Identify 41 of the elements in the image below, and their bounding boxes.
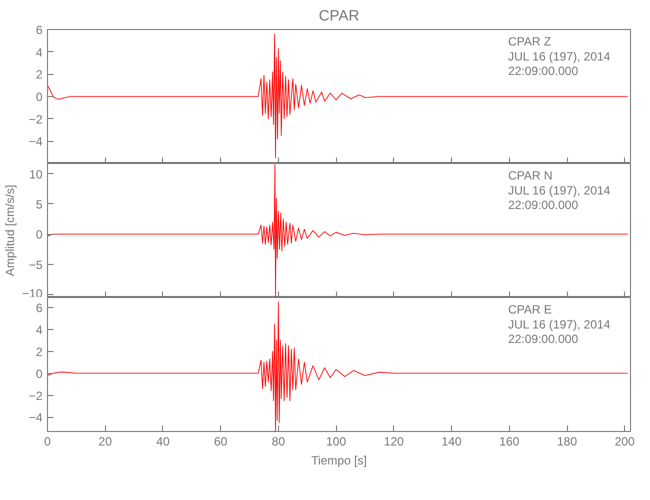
x-tick-label: 60: [214, 434, 228, 448]
y-tick-label: 6: [36, 300, 43, 315]
annotation: CPAR Z: [508, 34, 552, 49]
annotation: 22:09:00.000: [508, 198, 578, 212]
x-tick-label: 180: [556, 434, 578, 448]
x-tick-label: 200: [614, 434, 636, 448]
y-tick-label: 6: [36, 23, 43, 37]
y-tick-label: −2: [28, 112, 43, 126]
y-tick-label: 10: [29, 167, 43, 182]
y-tick-label: −4: [28, 134, 43, 149]
x-tick-label: 80: [272, 434, 286, 448]
annotation: JUL 16 (197), 2014: [508, 183, 611, 198]
x-tick-label: 160: [499, 434, 520, 448]
line-series: [48, 34, 628, 158]
x-tick-label: 0: [44, 434, 52, 448]
annotation: JUL 16 (197), 2014: [508, 317, 611, 332]
y-tick-label: 0: [36, 228, 43, 242]
line-series: [48, 301, 628, 432]
y-tick-label: 4: [36, 322, 43, 337]
y-tick-label: −4: [28, 410, 43, 425]
chart-title: CPAR: [318, 8, 360, 24]
y-tick-label: 4: [36, 45, 43, 60]
x-tick-label: 40: [156, 434, 170, 448]
y-tick-label: −5: [28, 258, 43, 272]
y-tick-label: 0: [36, 90, 43, 104]
annotation: CPAR E: [508, 302, 552, 317]
y-tick-label: 5: [36, 197, 43, 212]
annotation: 22:09:00.000: [508, 332, 578, 346]
y-tick-label: 0: [36, 366, 43, 381]
y-tick-label: 2: [36, 344, 43, 359]
y-axis-title: Amplitud [cm/s/s]: [3, 184, 18, 276]
x-tick-label: 20: [98, 434, 112, 448]
y-tick-label: 2: [36, 68, 43, 82]
annotation: CPAR N: [508, 168, 553, 183]
annotation: JUL 16 (197), 2014: [508, 49, 611, 64]
x-tick-label: 140: [442, 434, 462, 448]
x-tick-label: 100: [326, 434, 346, 448]
x-axis-title: Tiempo [s]: [311, 454, 367, 468]
annotation: 22:09:00.000: [508, 64, 578, 78]
y-tick-label: −2: [28, 388, 43, 403]
x-tick-label: 120: [384, 434, 404, 448]
